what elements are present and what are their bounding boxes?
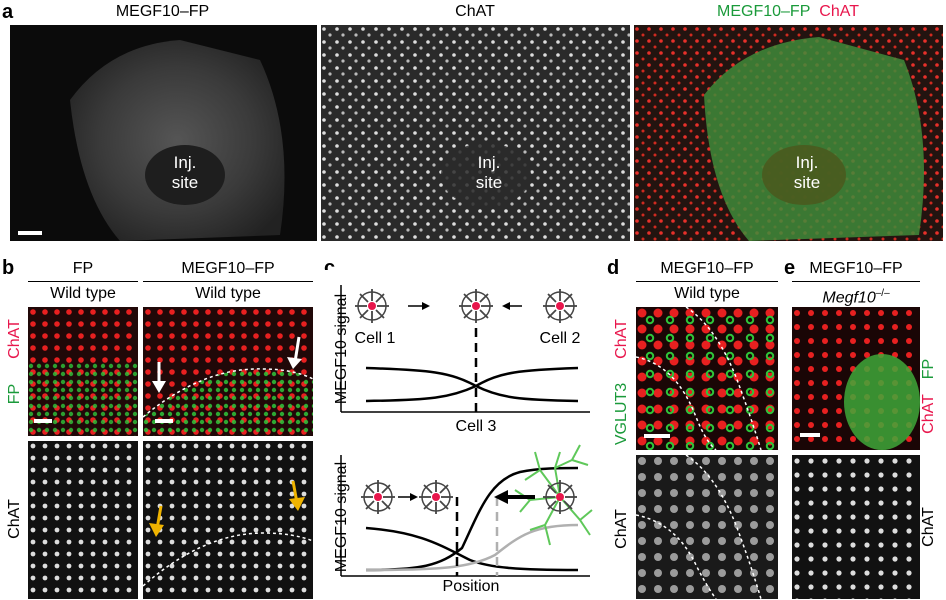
panel-c-bottom-ylabel: MEGF10 signal	[333, 461, 350, 573]
panel-a-merge-image: Inj. site	[634, 25, 943, 241]
panel-c-cell3: Cell 3	[455, 418, 497, 435]
panel-a-letter: a	[2, 1, 14, 23]
panel-a-title-3: MEGF10–FP ChAT	[717, 3, 859, 20]
divider	[28, 281, 138, 282]
panel-b-col1-subtitle: Wild type	[50, 285, 116, 302]
scale-bar	[155, 419, 173, 423]
panel-e-chat-image	[792, 455, 920, 599]
panel-a-chat-image: Inj. site	[321, 25, 630, 241]
panel-b-fp-merge-image	[28, 307, 138, 436]
panel-b-megf10-chat-image	[143, 441, 313, 599]
panel-b-side-chat: ChAT	[6, 319, 23, 359]
panel-b-side-chat-bottom: ChAT	[6, 499, 23, 539]
panel-b-col2-title: MEGF10–FP	[181, 260, 275, 277]
scale-bar	[18, 231, 42, 235]
scale-bar	[644, 434, 670, 438]
panel-e-side-fp: FP	[920, 358, 937, 380]
panel-e-letter: e	[784, 257, 796, 279]
panel-b-side-fp: FP	[6, 383, 23, 405]
panel-e-side-chat: ChAT	[920, 394, 937, 434]
panel-d-side-chat: ChAT	[613, 319, 630, 359]
panel-d-subtitle: Wild type	[674, 285, 740, 302]
panel-d-title: MEGF10–FP	[660, 260, 754, 277]
panel-d-chat-image	[636, 455, 778, 599]
divider	[792, 281, 920, 282]
panel-d-merge-image	[636, 307, 778, 450]
panel-a-megf10-image: Inj. site	[10, 25, 317, 241]
scale-bar	[800, 433, 820, 437]
panel-a-inj-site-3: Inj. site	[793, 153, 821, 192]
panel-e-title: MEGF10–FP	[809, 260, 903, 277]
panel-e-merge-image	[792, 307, 920, 450]
panel-d-side-vglut3: VGLUT3	[613, 382, 630, 446]
panel-b-megf10-merge-image	[143, 307, 313, 436]
panel-a-title-2: ChAT	[455, 3, 495, 20]
divider	[143, 281, 313, 282]
scale-bar	[34, 419, 52, 423]
panel-c-cell2: Cell 2	[539, 330, 581, 347]
panel-c-letter: c	[324, 257, 336, 279]
panel-d-letter: d	[607, 257, 620, 279]
panel-e-side-chat-bottom: ChAT	[920, 507, 937, 547]
panel-c-schematic	[320, 270, 600, 600]
panel-b-letter: b	[2, 257, 15, 279]
panel-e-subtitle: Megf10–/–	[822, 288, 890, 307]
panel-c-xlabel: Position	[442, 578, 500, 595]
panel-c-cell1: Cell 1	[354, 330, 396, 347]
panel-a-inj-site-1: Inj. site	[171, 153, 199, 192]
panel-b-fp-chat-image	[28, 441, 138, 599]
panel-a-inj-site-2: Inj. site	[475, 153, 503, 192]
panel-c-top-ylabel: MEGF10 signal	[333, 293, 350, 405]
panel-d-side-chat-bottom: ChAT	[613, 509, 630, 549]
panel-a-title-1: MEGF10–FP	[115, 3, 210, 20]
divider	[636, 281, 778, 282]
panel-b-col1-title: FP	[72, 260, 94, 277]
panel-b-col2-subtitle: Wild type	[195, 285, 261, 302]
